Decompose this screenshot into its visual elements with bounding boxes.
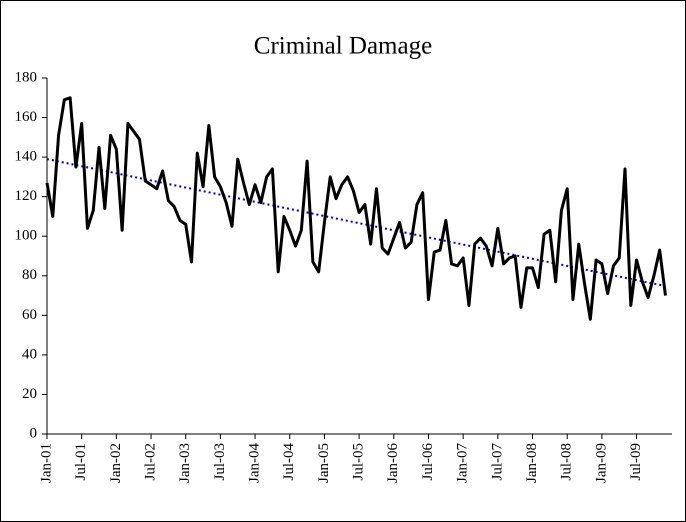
- y-tick-label: 60: [22, 307, 37, 323]
- x-tick-label: Jan-08: [524, 443, 540, 483]
- x-tick-label: Jul-04: [281, 443, 297, 481]
- x-tick-label: Jan-01: [38, 443, 54, 483]
- x-tick-label: Jan-03: [177, 443, 193, 483]
- chart-title: Criminal Damage: [254, 33, 432, 60]
- x-tick-label: Jan-04: [247, 443, 263, 483]
- y-tick-label: 20: [22, 386, 37, 402]
- x-tick-label: Jul-05: [351, 443, 367, 481]
- y-tick-label: 180: [15, 69, 38, 85]
- y-tick-label: 40: [22, 346, 37, 362]
- x-tick-label: Jul-09: [628, 443, 644, 481]
- trend-line: [46, 158, 666, 288]
- x-tick-label: Jul-08: [559, 443, 575, 481]
- y-tick-label: 0: [30, 425, 38, 441]
- data-line: [45, 96, 667, 321]
- x-tick-label: Jul-02: [142, 443, 158, 481]
- x-tick-label: Jan-05: [316, 443, 332, 483]
- x-tick-label: Jul-03: [212, 443, 228, 481]
- y-tick-label: 80: [22, 267, 37, 283]
- x-tick-label: Jan-07: [455, 443, 471, 483]
- y-tick-label: 120: [15, 188, 38, 204]
- y-tick-label: 140: [15, 149, 38, 165]
- x-tick-label: Jul-07: [489, 443, 505, 481]
- x-tick-label: Jan-06: [385, 443, 401, 483]
- x-tick-label: Jan-09: [593, 443, 609, 483]
- x-tick-label: Jul-06: [420, 443, 436, 481]
- x-tick-label: Jul-01: [73, 443, 89, 481]
- x-tick-label: Jan-02: [108, 443, 124, 483]
- y-tick-label: 100: [15, 228, 38, 244]
- y-tick-label: 160: [15, 109, 38, 125]
